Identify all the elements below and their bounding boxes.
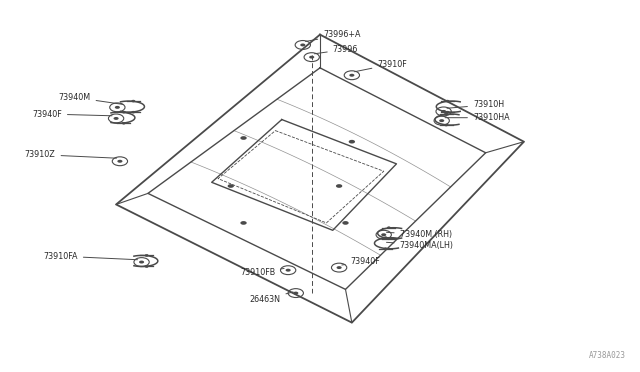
Circle shape: [445, 113, 448, 115]
Circle shape: [139, 260, 144, 263]
Circle shape: [145, 266, 148, 267]
Text: 73910Z: 73910Z: [25, 150, 116, 159]
Circle shape: [122, 111, 125, 113]
Circle shape: [349, 140, 355, 144]
Text: 73940F: 73940F: [342, 257, 380, 266]
Text: 73996: 73996: [314, 45, 358, 54]
Circle shape: [132, 100, 135, 102]
Text: 73996+A: 73996+A: [305, 30, 361, 42]
Circle shape: [115, 106, 120, 109]
Circle shape: [241, 136, 246, 140]
Circle shape: [384, 237, 387, 238]
Circle shape: [285, 269, 291, 272]
Text: 73940F: 73940F: [32, 109, 112, 119]
Circle shape: [113, 117, 118, 120]
Text: 73940M: 73940M: [58, 93, 123, 105]
Circle shape: [293, 292, 298, 295]
Text: 73910FB: 73910FB: [240, 268, 284, 277]
Text: 26463N: 26463N: [250, 292, 293, 304]
Circle shape: [342, 221, 349, 225]
Circle shape: [145, 254, 148, 256]
Text: 73910F: 73910F: [355, 60, 407, 72]
Circle shape: [117, 160, 122, 163]
Circle shape: [122, 122, 125, 124]
Circle shape: [300, 44, 305, 46]
Circle shape: [337, 266, 342, 269]
Text: 73910H: 73910H: [447, 100, 504, 109]
Circle shape: [441, 110, 446, 113]
Circle shape: [446, 111, 449, 113]
Text: 73940M (RH): 73940M (RH): [387, 230, 452, 239]
Circle shape: [439, 119, 444, 122]
Text: 73910HA: 73910HA: [445, 113, 509, 122]
Circle shape: [387, 238, 390, 240]
Circle shape: [446, 100, 449, 102]
Circle shape: [381, 233, 387, 236]
Circle shape: [445, 124, 448, 126]
Text: 73940MA(LH): 73940MA(LH): [387, 241, 454, 250]
Text: 73910FA: 73910FA: [44, 251, 138, 261]
Text: A738A023: A738A023: [589, 350, 626, 359]
Circle shape: [384, 248, 387, 250]
Circle shape: [241, 221, 246, 225]
Circle shape: [387, 227, 390, 229]
Circle shape: [228, 184, 234, 188]
Circle shape: [132, 111, 135, 113]
Circle shape: [309, 56, 314, 59]
Circle shape: [336, 184, 342, 188]
Circle shape: [349, 74, 355, 77]
